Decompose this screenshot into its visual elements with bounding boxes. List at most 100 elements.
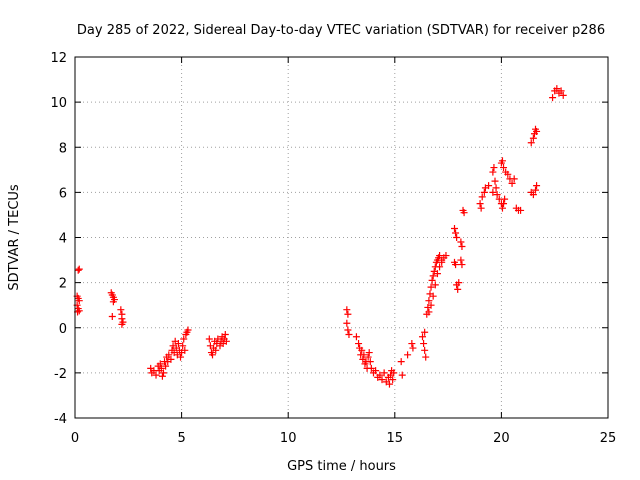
- data-point: [429, 292, 437, 300]
- data-point: [212, 346, 220, 354]
- data-point: [433, 270, 441, 278]
- data-point: [492, 184, 500, 192]
- data-point: [378, 376, 386, 384]
- data-point: [490, 164, 498, 172]
- data-point: [367, 364, 375, 372]
- data-point: [478, 193, 486, 201]
- data-point: [431, 281, 439, 289]
- y-tick-label: 10: [50, 96, 67, 111]
- data-point: [165, 351, 173, 359]
- data-point: [485, 182, 493, 190]
- data-point: [500, 164, 508, 172]
- data-point: [532, 186, 540, 194]
- data-point: [458, 261, 466, 269]
- data-point: [184, 326, 192, 334]
- data-point: [429, 272, 437, 280]
- data-point: [422, 353, 430, 361]
- data-point: [453, 234, 461, 241]
- data-point: [460, 209, 468, 217]
- data-point: [345, 331, 353, 339]
- data-point: [222, 337, 230, 345]
- data-point: [452, 261, 460, 269]
- data-point: [221, 331, 229, 339]
- data-point: [529, 134, 537, 142]
- data-points: [73, 85, 567, 388]
- data-point: [75, 297, 83, 305]
- data-point: [508, 179, 516, 187]
- y-tick-label: 8: [59, 141, 67, 156]
- data-point: [404, 351, 412, 359]
- data-point: [179, 342, 187, 350]
- x-tick-label: 10: [280, 431, 297, 446]
- data-point: [343, 319, 351, 327]
- data-point: [517, 206, 525, 214]
- data-point: [209, 351, 217, 359]
- data-point: [390, 369, 398, 377]
- data-point: [421, 346, 429, 354]
- y-tick-label: 4: [59, 232, 67, 247]
- x-tick-label: 15: [387, 431, 404, 446]
- data-point: [498, 157, 506, 165]
- y-tick-label: -2: [54, 367, 67, 382]
- data-point: [529, 191, 537, 199]
- data-point: [436, 252, 444, 260]
- data-point: [366, 358, 374, 366]
- y-tick-label: 0: [59, 322, 67, 337]
- data-point: [491, 177, 499, 185]
- data-point: [450, 224, 458, 232]
- data-point: [355, 340, 363, 348]
- data-point: [452, 229, 460, 237]
- y-tick-label: 12: [50, 51, 67, 66]
- data-point: [389, 376, 397, 384]
- data-point: [397, 358, 405, 366]
- x-tick-label: 25: [600, 431, 617, 446]
- data-point: [557, 87, 565, 95]
- data-point: [438, 258, 446, 266]
- y-axis-label: SDTVAR / TECUs: [7, 184, 22, 291]
- data-point: [476, 200, 484, 208]
- data-point: [352, 333, 360, 341]
- data-point: [74, 266, 82, 274]
- x-tick-label: 5: [177, 431, 185, 446]
- data-point: [398, 371, 406, 379]
- data-point: [533, 127, 541, 135]
- data-point: [358, 346, 366, 354]
- x-tick-label: 20: [493, 431, 510, 446]
- data-point: [344, 310, 352, 318]
- data-point: [174, 340, 182, 348]
- data-point: [360, 351, 368, 359]
- data-point: [454, 285, 462, 293]
- data-point: [117, 306, 125, 314]
- data-point: [162, 362, 170, 370]
- plot-frame: [74, 56, 609, 419]
- x-tick-label: 0: [71, 431, 79, 446]
- x-axis-label: GPS time / hours: [287, 459, 396, 474]
- data-point: [177, 353, 185, 361]
- data-point: [180, 335, 188, 343]
- axis-ticks: 0 5 10 15 20 25 -4 -2 0 2 4 6 8 10 12: [50, 51, 616, 446]
- chart-title: Day 285 of 2022, Sidereal Day-to-day VTE…: [77, 23, 605, 38]
- y-tick-label: 6: [59, 186, 67, 201]
- data-point: [421, 328, 429, 336]
- data-point: [365, 349, 373, 357]
- data-point: [527, 139, 535, 147]
- data-point: [510, 175, 518, 183]
- data-point: [549, 94, 557, 102]
- data-point: [500, 200, 508, 208]
- data-point: [501, 195, 509, 203]
- data-point: [205, 335, 213, 343]
- data-point: [344, 326, 352, 334]
- data-point: [75, 265, 83, 273]
- data-point: [533, 182, 541, 190]
- data-point: [380, 369, 388, 377]
- data-point: [458, 243, 466, 251]
- data-point: [420, 340, 428, 348]
- data-point: [409, 344, 417, 352]
- grid-lines: [75, 57, 608, 418]
- data-point: [419, 333, 427, 341]
- data-point: [108, 312, 116, 320]
- data-point: [372, 367, 380, 375]
- data-point: [156, 360, 164, 368]
- y-tick-label: 2: [59, 277, 67, 292]
